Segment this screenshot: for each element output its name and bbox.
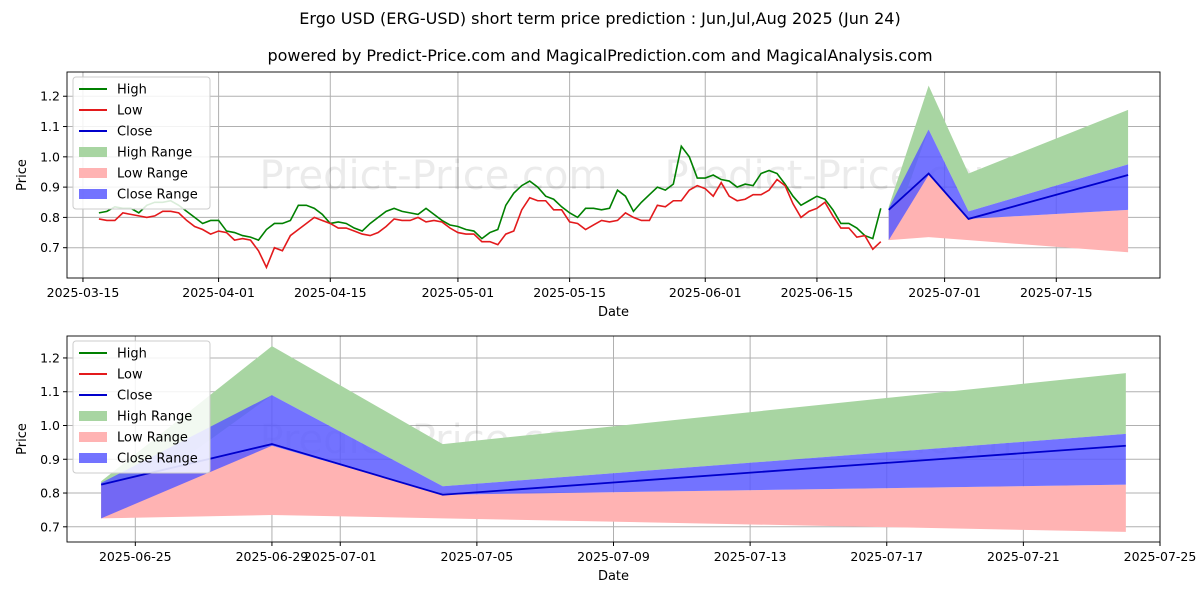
x-tick-label: 2025-04-01 — [182, 285, 255, 300]
legend-high-label: High — [117, 83, 147, 98]
y-tick-label: 0.7 — [40, 240, 60, 255]
legend-close-range: Close Range — [79, 188, 198, 203]
legend-high: High — [79, 347, 147, 362]
y-tick-label: 1.2 — [40, 350, 60, 365]
legend-close: Close — [79, 389, 152, 404]
x-tick-label: 2025-06-15 — [781, 285, 854, 300]
close-series-line — [888, 172, 1129, 220]
y-tick-label: 0.7 — [40, 519, 60, 534]
x-tick-label: 2025-07-25 — [1124, 549, 1197, 564]
legend-low-range: Low Range — [79, 167, 188, 182]
grid — [67, 72, 1160, 278]
x-tick-label: 2025-05-01 — [422, 285, 495, 300]
y-tick-label: 0.9 — [40, 180, 60, 195]
x-axis-label: Date — [598, 569, 629, 584]
legend-box — [72, 340, 211, 474]
legend-high-range-label: High Range — [117, 146, 192, 161]
y-tick-label: 0.9 — [40, 452, 60, 467]
legend-close-range-label: Close Range — [117, 188, 198, 203]
chart-subtitle: powered by Predict-Price.com and Magical… — [267, 46, 933, 65]
y-tick-label: 1.0 — [40, 418, 60, 433]
legend-low: Low — [79, 368, 143, 383]
legend-low-range: Low Range — [79, 431, 188, 446]
legend-low-range-label: Low Range — [117, 167, 188, 182]
x-tick-label: 2025-07-05 — [441, 549, 514, 564]
high-range-band — [888, 85, 1129, 241]
x-tick-label: 2025-07-21 — [987, 549, 1060, 564]
axes-frame — [66, 71, 1161, 279]
legend-close-range-swatch — [79, 453, 107, 463]
y-tick-label: 1.1 — [40, 384, 60, 399]
legend-close-range-swatch — [79, 189, 107, 199]
y-tick-label: 0.8 — [40, 210, 60, 225]
legend-close: Close — [79, 125, 152, 140]
legend-low-label: Low — [117, 104, 143, 119]
x-tick-label: 2025-05-15 — [533, 285, 606, 300]
y-axis-label: Price — [15, 159, 30, 191]
legend-low-range-swatch — [79, 432, 107, 442]
legend-high-range-label: High Range — [117, 410, 192, 425]
x-tick-label: 2025-06-01 — [669, 285, 742, 300]
x-tick-label: 2025-07-17 — [850, 549, 923, 564]
legend-high-range-swatch — [79, 147, 107, 157]
legend-close-range-label: Close Range — [117, 452, 198, 467]
x-tick-label: 2025-07-01 — [908, 285, 981, 300]
x-axis-label: Date — [598, 305, 629, 320]
y-tick-label: 1.2 — [40, 89, 60, 104]
watermark-text: Predict-Price.com — [260, 153, 608, 199]
x-tick-label: 2025-07-15 — [1020, 285, 1093, 300]
legend-box — [72, 76, 211, 210]
high-range-band — [101, 346, 1126, 519]
legend-high-label: High — [117, 347, 147, 362]
x-tick-label: 2025-06-29 — [236, 549, 309, 564]
legend-close-label: Close — [117, 125, 152, 140]
x-axis: 2025-03-15 2025-04-01 2025-04-15 2025-05-01… — [47, 278, 1093, 300]
y-tick-label: 0.8 — [40, 486, 60, 501]
x-tick-label: 2025-07-13 — [714, 549, 787, 564]
plot-panel-2: Predict-Price.comPredict-Price.com2025-0… — [15, 335, 1196, 584]
low-range-band — [101, 445, 1126, 532]
y-axis: 0.7 0.8 0.9 1.0 1.1 1.2 — [40, 89, 67, 255]
plot-area — [98, 85, 1129, 270]
chart-title: Ergo USD (ERG-USD) short term price pred… — [299, 9, 901, 28]
legend-high-range: High Range — [79, 410, 192, 425]
y-axis: 0.7 0.8 0.9 1.0 1.1 1.2 — [40, 350, 67, 534]
x-tick-label: 2025-03-15 — [47, 285, 120, 300]
legend-close-label: Close — [117, 389, 152, 404]
low-range-band — [888, 175, 1129, 253]
legend: High Low Close High Range Low Range Close Ran… — [72, 340, 211, 474]
y-tick-label: 1.1 — [40, 119, 60, 134]
y-axis-label: Price — [15, 423, 30, 455]
plot-panel-1: Predict-Price.com Predict-Price.com2025-0… — [15, 71, 1161, 320]
legend-high-range-swatch — [79, 411, 107, 421]
legend-close-range: Close Range — [79, 452, 198, 467]
legend-low-range-swatch — [79, 168, 107, 178]
legend-low-range-label: Low Range — [117, 431, 188, 446]
x-tick-label: 2025-04-15 — [294, 285, 367, 300]
low-series-line — [98, 178, 882, 270]
legend-low: Low — [79, 104, 143, 119]
close-range-band — [888, 129, 1129, 241]
x-tick-label: 2025-07-09 — [577, 549, 650, 564]
x-tick-label: 2025-07-01 — [304, 549, 377, 564]
close-range-band — [101, 395, 1126, 519]
legend-high: High — [79, 83, 147, 98]
high-series-line — [98, 144, 882, 242]
legend: High Low Close High Range Low Range Close Ran… — [72, 76, 211, 210]
legend-low-label: Low — [117, 368, 143, 383]
x-tick-label: 2025-06-25 — [99, 549, 172, 564]
legend-high-range: High Range — [79, 146, 192, 161]
y-tick-label: 1.0 — [40, 149, 60, 164]
